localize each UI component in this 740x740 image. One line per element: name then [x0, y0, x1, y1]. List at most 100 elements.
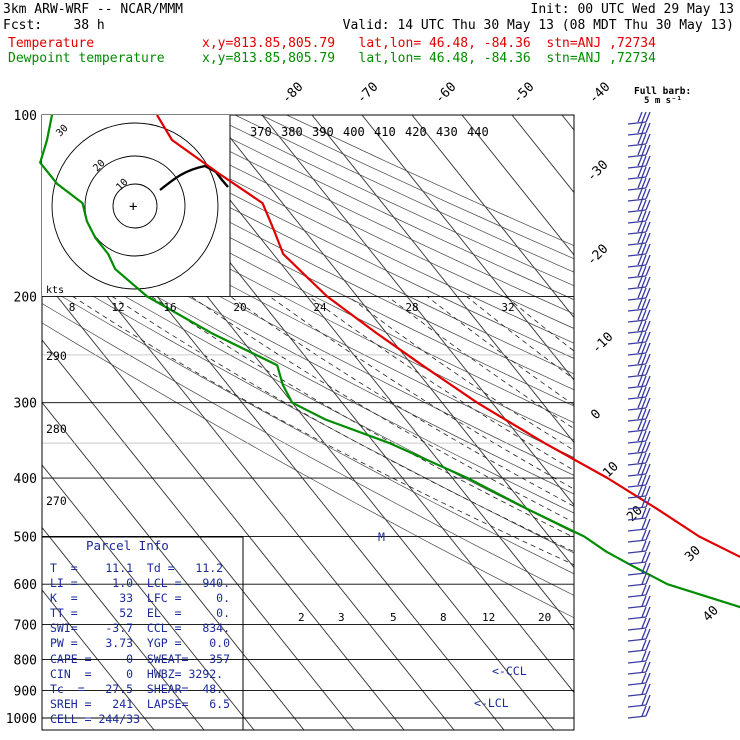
- wind-barb: [627, 584, 651, 598]
- hodograph-speed-label: 12: [111, 301, 124, 314]
- wind-barb: [627, 342, 651, 356]
- isotherm-label: -70: [354, 80, 381, 107]
- parcel-row: SWI= -3.7 CCL = 834.: [50, 621, 231, 635]
- wind-barb: [627, 210, 651, 224]
- isotherm-line: [42, 401, 305, 730]
- wind-barb: [627, 474, 651, 488]
- isotherm-label: -40: [586, 80, 613, 107]
- moist-adiabat: [387, 296, 574, 430]
- isotherm-label: -10: [589, 330, 616, 357]
- pressure-axis-label: 1000: [6, 712, 37, 727]
- parcel-info-title: Parcel Info: [86, 538, 169, 553]
- dry-adiabat: [42, 136, 574, 407]
- hodograph-speed-label: 16: [163, 301, 176, 314]
- isotherm-label: -30: [584, 158, 611, 185]
- isotherm-line: [42, 589, 155, 730]
- mixing-ratio-label: 2: [298, 611, 305, 624]
- mixing-ratio-label: 12: [482, 611, 495, 624]
- isotherm-label: 30: [682, 543, 704, 565]
- dry-adiabat: [42, 166, 574, 441]
- wind-barb: [627, 177, 651, 191]
- wind-barb: [627, 188, 651, 202]
- theta-label: 430: [436, 125, 458, 139]
- theta-label: 280: [46, 422, 67, 436]
- wind-barb: [627, 672, 651, 686]
- dry-adiabat: [42, 214, 574, 495]
- dry-adiabat: [42, 303, 574, 596]
- isotherm-line: [511, 115, 574, 194]
- pressure-axis-label: 500: [14, 530, 37, 545]
- pressure-axis-label: 400: [14, 472, 37, 487]
- wind-barb: [627, 353, 651, 367]
- hodograph-ring: [51, 122, 219, 290]
- isotherm-line: [411, 115, 574, 319]
- wind-barb: [627, 452, 651, 466]
- wind-barb: [627, 320, 651, 334]
- dry-adiabat: [234, 115, 574, 273]
- wind-barb: [627, 606, 651, 620]
- theta-label: 380: [281, 125, 303, 139]
- parcel-row: K = 33 LFC = 0.: [50, 591, 231, 605]
- wind-barb: [627, 122, 651, 136]
- wind-barb: [627, 705, 651, 719]
- isotherm-line: [42, 526, 205, 730]
- theta-label: 390: [312, 125, 334, 139]
- wind-barb: [627, 166, 651, 180]
- mixing-ratio-label: 20: [538, 611, 551, 624]
- parcel-marker: M: [378, 530, 385, 544]
- dry-adiabat: [42, 198, 574, 476]
- ccl-marker: <-CCL: [492, 664, 527, 678]
- wind-barb: [627, 485, 651, 499]
- isotherm-label: -20: [584, 242, 611, 269]
- parcel-row: Tc = 27.5 SHEAR= 48.: [50, 682, 224, 696]
- wind-barb: [627, 331, 651, 345]
- dry-adiabat: [53, 115, 574, 375]
- wind-barb: [627, 386, 651, 400]
- dry-adiabat: [42, 151, 574, 424]
- wind-barb: [627, 265, 651, 279]
- theta-label: 400: [343, 125, 365, 139]
- isotherm-line: [561, 115, 574, 131]
- plot-frame: [41, 114, 575, 731]
- wind-barb: [627, 298, 651, 312]
- wind-barbs: [627, 111, 651, 719]
- dry-adiabat: [42, 266, 574, 554]
- wind-barb: [627, 441, 651, 455]
- parcel-row: SREH = 241 LAPSE= 6.5: [50, 697, 231, 711]
- isotherm-line: [42, 276, 405, 730]
- wind-barb: [627, 694, 651, 708]
- forecast-hour: Fcst: 38 h: [3, 18, 105, 33]
- parcel-row: CELL = 244/33: [50, 712, 141, 726]
- isotherm-label: 0: [588, 407, 604, 423]
- pressure-axis-label: 100: [14, 109, 37, 124]
- parcel-row: TT = 52 EL = 0.: [50, 606, 231, 620]
- isotherm-label: 10: [600, 459, 622, 481]
- hodograph-ring: [84, 155, 186, 257]
- isotherm-label: -80: [279, 80, 306, 107]
- wind-barb: [627, 518, 651, 532]
- dewpoint-station-info: x,y=813.85,805.79 lat,lon= 46.48, -84.36…: [202, 51, 656, 66]
- dry-adiabat: [42, 284, 574, 575]
- moist-adiabat: [505, 296, 574, 352]
- dewpoint-line: [39, 114, 740, 609]
- dry-adiabat: [42, 182, 574, 458]
- isotherm-line: [612, 115, 740, 731]
- dry-adiabat: [42, 231, 574, 514]
- wind-barb: [627, 430, 651, 444]
- wind-barb: [627, 419, 651, 433]
- theta-label: 420: [405, 125, 427, 139]
- wind-barb: [627, 221, 651, 235]
- hodograph-speed-label: 28: [405, 301, 418, 314]
- chart-header: 3km ARW-WRF -- NCAR/MMM Init: 00 UTC Wed…: [0, 0, 740, 70]
- wind-barb: [627, 243, 651, 257]
- isotherm-line: [662, 115, 740, 731]
- wind-barb: [627, 309, 651, 323]
- isotherm-line: [161, 115, 574, 631]
- wind-barb: [627, 375, 651, 389]
- wind-barb: [627, 111, 651, 125]
- parcel-info-panel: Parcel Info T = 11.1 Td = 11.2 LI = 1.0 …: [42, 537, 242, 736]
- isotherm-line: [42, 339, 355, 730]
- model-title: 3km ARW-WRF -- NCAR/MMM: [3, 2, 184, 17]
- isotherm-line: [461, 115, 574, 256]
- hodograph-units-label: kts: [46, 285, 64, 296]
